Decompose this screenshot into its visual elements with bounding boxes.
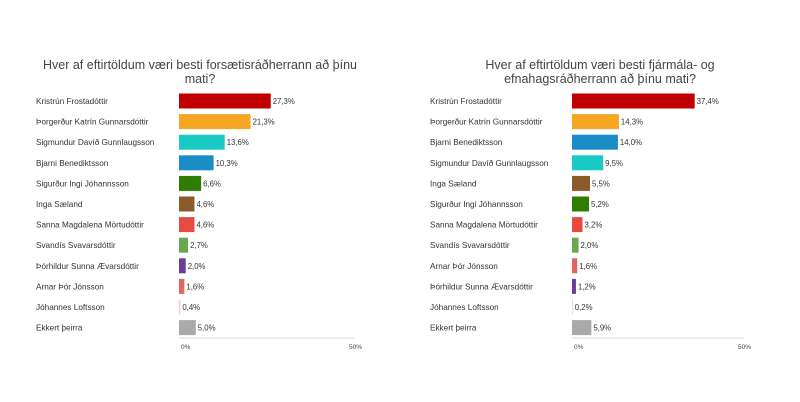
value-label: 10,3% — [216, 159, 238, 168]
bar-chart-prime-minister: Kristrún Frostadóttir 27,3% Þorgerður Katr… — [36, 93, 362, 351]
value-label: 13,6% — [227, 138, 249, 147]
bar — [572, 114, 619, 130]
category-label: Sigurður Ingi Jóhannsson — [36, 178, 129, 188]
x-tick-label: 0% — [181, 344, 191, 351]
value-label: 9,5% — [605, 159, 623, 168]
value-label: 2,0% — [581, 241, 599, 250]
chart-panel-finance-minister: Hver af eftirtöldum væri besti fjármála-… — [400, 0, 800, 402]
value-label: 1,2% — [578, 282, 596, 291]
bar — [572, 320, 592, 336]
bar — [179, 237, 189, 253]
bar — [572, 278, 576, 294]
category-label: Þórhildur Sunna Ævarsdóttir — [36, 262, 139, 271]
value-label: 0,4% — [182, 303, 200, 312]
bar — [179, 299, 181, 315]
category-label: Sigmundur Davíð Gunnlaugsson — [36, 137, 155, 147]
category-label: Þórhildur Sunna Ævarsdóttir — [430, 282, 533, 291]
bar — [179, 258, 186, 274]
category-label: Þorgerður Katrín Gunnarsdóttir — [430, 117, 543, 127]
value-label: 21,3% — [253, 118, 275, 127]
bar — [572, 299, 573, 315]
bar — [572, 155, 604, 171]
category-label: Kristrún Frostadóttir — [36, 97, 108, 106]
category-label: Arnar Þór Jónsson — [430, 262, 498, 271]
value-label: 3,2% — [584, 221, 602, 230]
category-label: Svandís Svavarsdóttir — [430, 241, 510, 250]
value-label: 5,5% — [592, 179, 610, 188]
value-label: 5,2% — [591, 200, 609, 209]
category-label: Jóhannes Loftsson — [430, 303, 499, 312]
category-label: Bjarni Benediktsson — [430, 138, 503, 147]
value-label: 6,6% — [203, 179, 221, 188]
bar — [179, 196, 195, 212]
bar — [572, 258, 578, 274]
bar — [572, 217, 583, 233]
category-label: Ekkert þeirra — [430, 324, 477, 333]
category-label: Bjarni Benediktsson — [36, 159, 109, 168]
bar — [179, 175, 202, 191]
category-label: Ekkert þeirra — [36, 324, 83, 333]
bar — [179, 217, 195, 233]
chart-panel-prime-minister: Hver af eftirtöldum væri besti forsætisr… — [36, 58, 362, 351]
category-label: Inga Sæland — [36, 200, 83, 209]
value-label: 37,4% — [697, 97, 719, 106]
value-label: 5,0% — [198, 324, 216, 333]
bar — [572, 175, 591, 191]
bar — [572, 93, 695, 109]
value-label: 4,6% — [196, 221, 214, 230]
category-label: Þorgerður Katrín Gunnarsdóttir — [36, 117, 149, 127]
x-tick-label: 50% — [349, 344, 362, 351]
bar — [572, 196, 590, 212]
x-tick-label: 50% — [738, 344, 751, 351]
bar — [572, 237, 579, 253]
bar — [179, 93, 271, 109]
category-label: Arnar Þór Jónsson — [36, 282, 104, 291]
value-label: 14,3% — [621, 118, 643, 127]
category-label: Sigurður Ingi Jóhannsson — [430, 199, 523, 209]
category-label: Sanna Magdalena Mörtudóttir — [36, 221, 144, 230]
category-label: Svandís Svavarsdóttir — [36, 241, 116, 250]
value-label: 0,2% — [575, 303, 593, 312]
value-label: 1,6% — [579, 262, 597, 271]
bar — [179, 114, 251, 130]
category-label: Sigmundur Davíð Gunnlaugsson — [430, 158, 549, 168]
value-label: 14,0% — [620, 138, 642, 147]
bar-chart-finance-minister: Kristrún Frostadóttir 37,4% Þorgerður Katr… — [430, 93, 751, 351]
bar — [179, 134, 225, 150]
x-tick-label: 0% — [574, 344, 584, 351]
bar — [572, 134, 618, 150]
bar — [179, 155, 214, 171]
bar — [179, 278, 185, 294]
value-label: 2,0% — [188, 262, 206, 271]
value-label: 1,6% — [186, 282, 204, 291]
category-label: Inga Sæland — [430, 179, 477, 188]
category-label: Kristrún Frostadóttir — [430, 97, 502, 106]
value-label: 4,6% — [196, 200, 214, 209]
chart-title: Hver af eftirtöldum væri besti forsætisr… — [42, 58, 358, 86]
value-label: 5,9% — [593, 324, 611, 333]
category-label: Sanna Magdalena Mörtudóttir — [430, 221, 538, 230]
bar — [179, 320, 196, 336]
chart-title: Hver af eftirtöldum væri besti fjármála-… — [485, 58, 715, 86]
value-label: 27,3% — [273, 97, 295, 106]
category-label: Jóhannes Loftsson — [36, 303, 105, 312]
value-label: 2,7% — [190, 241, 208, 250]
